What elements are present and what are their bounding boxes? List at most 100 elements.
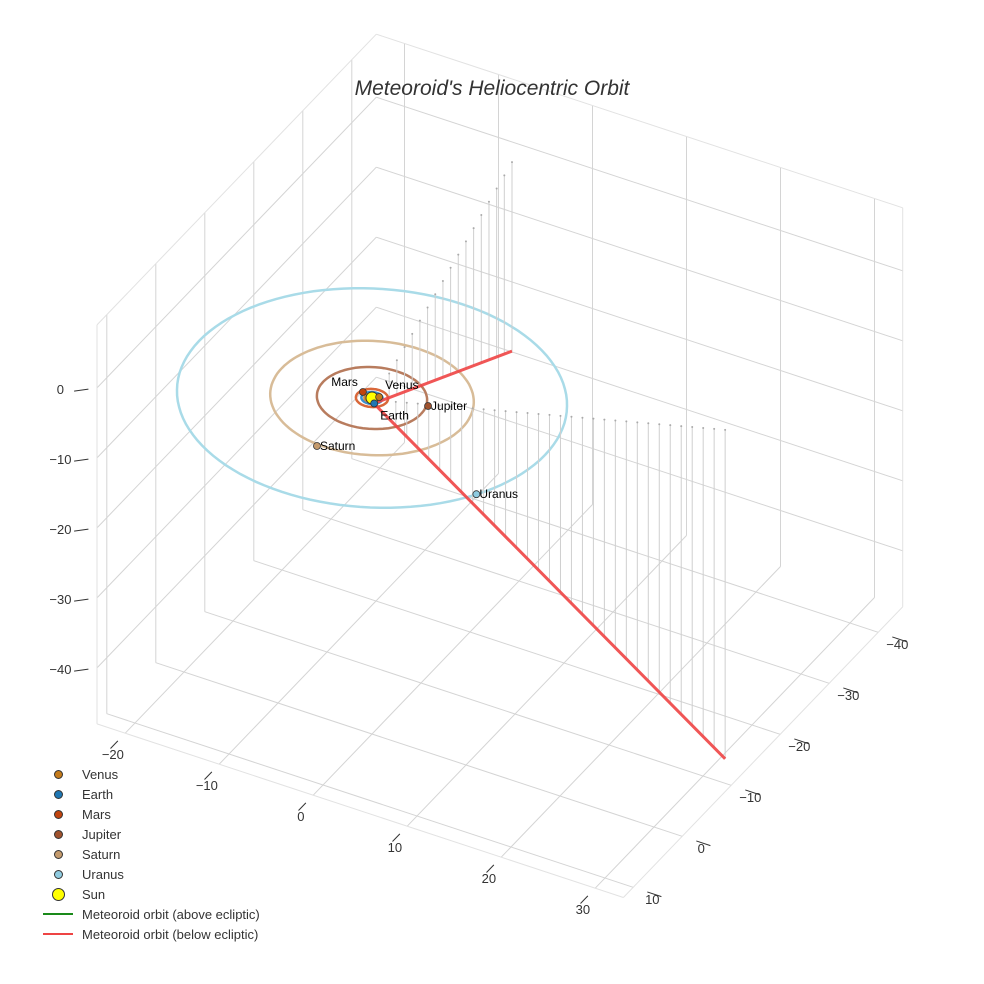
drop-line-marker: [416, 402, 419, 405]
x-tick-mark: [298, 802, 307, 811]
x-tick-label: −10: [196, 778, 218, 793]
grid-line-z-wall: [96, 166, 377, 459]
planet-label-uranus: Uranus: [479, 487, 518, 501]
drop-line-marker: [449, 266, 452, 269]
x-tick-mark: [486, 864, 495, 873]
drop-line-marker: [592, 417, 595, 420]
legend-label: Jupiter: [82, 826, 122, 842]
z-tick-mark: [74, 458, 89, 462]
drop-line-marker: [394, 400, 397, 403]
drop-line-marker: [503, 174, 506, 177]
drop-line-marker: [388, 372, 391, 375]
y-tick-label: −10: [739, 790, 761, 805]
legend-item[interactable]: Uranus: [38, 864, 260, 884]
legend-item[interactable]: Mars: [38, 804, 260, 824]
planet-label-earth: Earth: [380, 408, 409, 422]
meteoroid-orbit-segment: [372, 402, 727, 760]
legend-label: Meteoroid orbit (above ecliptic): [82, 906, 260, 922]
drop-line-marker: [526, 412, 529, 415]
grid-line-x-floor: [124, 442, 405, 734]
drop-line-marker: [405, 401, 408, 404]
x-tick-label: −20: [102, 747, 124, 762]
drop-line-marker: [464, 240, 467, 243]
y-tick-label: −20: [788, 739, 810, 754]
legend-item[interactable]: Jupiter: [38, 824, 260, 844]
planet-marker-earth: [370, 399, 379, 408]
z-tick-label: −10: [49, 452, 71, 467]
grid-line-y-floor: [253, 560, 781, 735]
planet-marker-uranus: [472, 490, 481, 499]
drop-line-marker: [570, 415, 573, 418]
x-tick-label: 10: [388, 840, 402, 855]
drop-line-marker: [636, 421, 639, 424]
y-tick-label: −40: [886, 637, 908, 652]
x-tick-mark: [580, 895, 589, 904]
drop-line-marker: [511, 161, 513, 164]
legend: Venus Earth Mars Jupiter Saturn Uranus Sun Mete…: [38, 764, 260, 944]
drop-line-marker: [614, 419, 617, 422]
grid-line-x-floor: [312, 504, 593, 796]
legend-dot-icon: [38, 887, 78, 901]
drop-line-marker: [669, 424, 672, 427]
grid-line-y-floor: [106, 713, 634, 888]
x-tick-mark: [110, 740, 119, 749]
grid-line-z-wall: [96, 376, 377, 669]
grid-line-x-floor: [406, 535, 687, 827]
axis-box-edge: [376, 33, 903, 209]
y-tick-label: 0: [698, 841, 705, 856]
drop-line-marker: [403, 346, 406, 349]
drop-line-marker: [548, 413, 551, 416]
y-tick-mark: [696, 840, 711, 847]
drop-line-marker: [724, 428, 727, 431]
legend-item[interactable]: Meteoroid orbit (above ecliptic): [38, 904, 260, 924]
orbit-uranus: [175, 286, 569, 510]
chart-title: Meteoroid's Heliocentric Orbit: [355, 77, 631, 100]
orbit-jupiter: [315, 365, 429, 431]
z-tick-label: −20: [49, 522, 71, 537]
legend-item[interactable]: Meteoroid orbit (below ecliptic): [38, 924, 260, 944]
drop-line-marker: [702, 426, 705, 429]
drop-line-marker: [434, 293, 437, 296]
tick-labels: −20 −10 0 10 20 30 −40 −30 −20 −10 0 10 −40 −30 −20 −10…: [49, 382, 908, 917]
legend-label: Meteoroid orbit (below ecliptic): [82, 926, 259, 942]
drop-line-marker: [581, 416, 584, 419]
drop-line-marker: [472, 227, 475, 230]
grid-line-z-wall: [96, 96, 377, 389]
z-tick-mark: [74, 598, 89, 602]
grid-line-z-wall: [376, 236, 903, 412]
legend-dot-icon: [38, 849, 78, 859]
y-tick-mark: [794, 738, 809, 745]
x-tick-label: 20: [482, 871, 496, 886]
drop-line-marker: [493, 409, 496, 412]
drop-line-marker: [658, 423, 661, 426]
drop-line-marker: [603, 418, 606, 421]
planet-marker-mars: [359, 388, 367, 396]
drop-line-marker: [515, 411, 518, 414]
axis-box-edge: [96, 33, 377, 326]
drop-line-marker: [460, 406, 463, 409]
drop-line-marker: [418, 319, 421, 322]
drop-line-marker: [495, 187, 498, 190]
legend-item[interactable]: Saturn: [38, 844, 260, 864]
legend-dot-icon: [38, 789, 78, 799]
drop-line-marker: [426, 306, 429, 309]
drop-line-marker: [537, 412, 540, 415]
legend-line-icon: [38, 913, 78, 915]
planet-marker-jupiter: [424, 402, 432, 410]
grid-line-z-wall: [96, 306, 377, 599]
legend-item[interactable]: Earth: [38, 784, 260, 804]
y-tick-mark: [745, 789, 760, 796]
drop-line-marker: [680, 425, 683, 428]
legend-dot-icon: [38, 829, 78, 839]
grid: [96, 33, 904, 898]
legend-dot-icon: [38, 809, 78, 819]
z-tick-label: −30: [49, 592, 71, 607]
meteoroid-orbit-segment: [373, 349, 513, 405]
x-tick-mark: [392, 833, 401, 842]
z-tick-label: 0: [57, 382, 64, 397]
legend-item[interactable]: Sun: [38, 884, 260, 904]
legend-item[interactable]: Venus: [38, 764, 260, 784]
drop-line-marker: [441, 280, 444, 283]
drop-line-marker: [438, 404, 441, 407]
